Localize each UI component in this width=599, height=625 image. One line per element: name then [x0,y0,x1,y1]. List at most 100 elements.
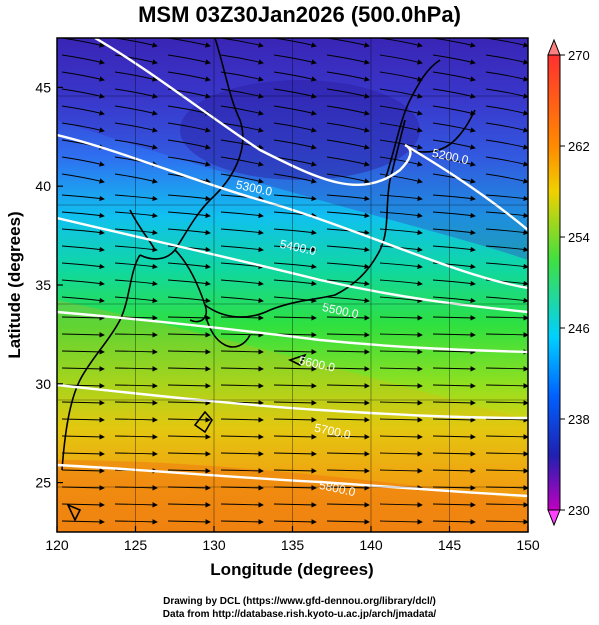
wind-arrow [114,71,158,82]
wind-arrow [485,400,528,406]
wind-arrow [220,156,264,167]
wind-arrow [167,417,211,423]
wind-arrow [273,262,317,270]
wind-arrow [326,279,370,287]
wind-arrow [220,451,264,457]
wind-arrow [167,54,211,65]
wind-arrow [326,262,370,270]
wind-arrow [273,315,317,321]
wind-arrow [220,194,264,202]
wind-arrow [114,417,158,423]
wind-arrow [379,434,423,440]
wind-arrow [485,417,528,423]
wind-arrow [220,366,264,372]
wind-arrow [273,400,317,406]
wind-arrow [326,502,370,508]
wind-arrow [432,502,476,508]
wind-arrow [220,434,264,440]
wind-arrow [61,332,105,338]
wind-arrow [432,262,476,270]
wind-arrow [432,332,476,338]
wind-arrow [379,468,423,474]
y-tick-label: 40 [35,178,51,194]
wind-arrow [379,451,423,457]
wind-arrow [432,122,476,133]
wind-arrow [379,400,423,406]
colorbar-tick-label: 230 [568,503,590,518]
wind-arrow [379,54,423,65]
wind-arrow [432,315,476,321]
wind-arrow [432,173,476,184]
wind-arrow [273,71,317,82]
wind-arrow [326,54,370,65]
wind-arrow [167,383,211,389]
wind-arrow [220,279,264,287]
wind-arrow [432,296,476,304]
wind-arrow [114,451,158,457]
wind-arrow [432,366,476,372]
wind-arrow [273,383,317,389]
coastlines [61,38,476,522]
wind-arrow [167,122,211,133]
wind-arrow [167,228,211,236]
colorbar-tick-label: 270 [568,48,590,63]
wind-arrow [114,366,158,372]
wind-arrow [273,228,317,236]
wind-arrow [485,296,528,304]
wind-arrow [61,296,105,304]
wind-arrow [220,296,264,304]
wind-arrow [485,173,528,184]
wind-arrow [61,262,105,270]
wind-arrow [379,262,423,270]
wind-arrow [220,383,264,389]
wind-arrow [432,194,476,202]
wind-arrow [61,315,105,321]
credit-line-data: Data from http://database.rish.kyoto-u.a… [162,609,437,620]
temperature-field: 5200.05300.05400.05500.05600.05700.05800… [57,38,528,532]
wind-arrow [432,139,476,150]
x-tick-label: 135 [281,537,305,553]
wind-arrow [61,451,105,457]
wind-arrow [114,279,158,287]
x-tick-label: 125 [124,537,148,553]
colorbar-bottom-cap [547,509,561,527]
wind-arrow [432,451,476,457]
wind-arrow [167,332,211,338]
wind-arrow [167,262,211,270]
wind-arrow [61,519,105,525]
wind-arrow [379,349,423,355]
y-axis-label: Latitude (degrees) [5,211,24,358]
wind-arrow [114,383,158,389]
wind-arrow [485,366,528,372]
colorbar-tick-label: 254 [568,230,590,245]
wind-arrow [114,296,158,304]
wind-arrow [220,54,264,65]
wind-arrow [432,519,476,525]
wind-arrow [167,434,211,440]
wind-arrow [485,105,528,116]
wind-arrow [432,468,476,474]
x-axis-ticks: 120 125 130 135 140 145 150 [45,526,540,553]
wind-arrow [326,451,370,457]
wind-arrow [379,122,423,133]
wind-arrow [273,349,317,355]
wind-arrow [485,434,528,440]
wind-arrow [326,139,370,150]
contour-labels: 5200.05300.05400.05500.05600.05700.05800… [235,146,470,499]
wind-arrow [114,105,158,116]
x-axis-label: Longitude (degrees) [210,560,373,579]
wind-arrow [273,279,317,287]
wind-arrow [432,279,476,287]
graticule [57,38,528,532]
wind-arrow [379,315,423,321]
wind-streamlines [61,38,528,525]
y-tick-label: 30 [35,376,51,392]
colorbar-top-cap [547,38,561,56]
wind-arrow [432,105,476,116]
wind-arrow [485,332,528,338]
x-tick-label: 150 [516,537,540,553]
wind-arrow [220,417,264,423]
wind-arrow [273,54,317,65]
wind-arrow [432,400,476,406]
wind-arrow [379,173,423,184]
